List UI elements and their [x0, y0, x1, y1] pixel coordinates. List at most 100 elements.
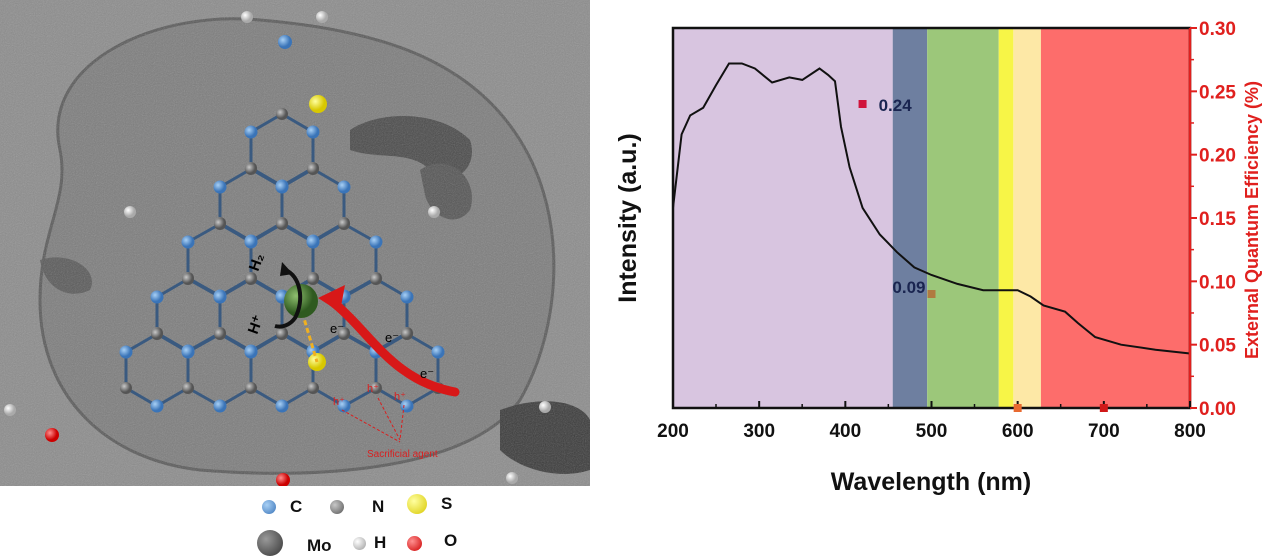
legend-label-h: H — [374, 533, 387, 552]
carbon-atom — [278, 35, 292, 49]
nitrogen-atom — [120, 382, 132, 394]
nitrogen-atom — [214, 328, 226, 340]
nitrogen-atom — [307, 273, 319, 285]
eqe-point — [1099, 404, 1108, 412]
y2-tick-label: 0.15 — [1199, 209, 1236, 230]
oxygen-atom — [45, 428, 59, 442]
nitrogen-atom — [307, 382, 319, 394]
hydrogen-atom — [124, 206, 136, 218]
nitrogen-atom — [276, 108, 288, 120]
carbon-atom — [213, 399, 227, 413]
carbon-atom — [337, 399, 351, 413]
y2-tick-label: 0.25 — [1199, 82, 1236, 103]
x-tick-label: 800 — [1174, 421, 1206, 442]
y2-tick-label: 0.30 — [1199, 19, 1236, 40]
y2-tick-label: 0.10 — [1199, 272, 1236, 293]
spectrum-band — [998, 28, 1014, 408]
x-tick-label: 700 — [1088, 421, 1120, 442]
carbon-atom — [119, 345, 133, 359]
hydrogen-atom — [506, 472, 518, 484]
nitrogen-atom — [338, 328, 350, 340]
legend-label-s: S — [441, 494, 453, 513]
spectrum-band — [892, 28, 928, 408]
nitrogen-atom — [245, 163, 257, 175]
hole-label: h⁺ — [394, 391, 406, 403]
spectrum-band — [673, 28, 893, 408]
carbon-atom — [306, 235, 320, 249]
eqe-chart: 200 300 400 500 600 700 800 0.00 0.05 0.10 0.15 0.… — [614, 19, 1262, 496]
electron-transfer-arrow-icon — [325, 295, 460, 397]
carbon-atom — [306, 125, 320, 139]
nitrogen-atom — [151, 328, 163, 340]
oxygen-atom — [276, 473, 290, 486]
legend-label-c: C — [290, 497, 303, 516]
y2-tick-label: 0.20 — [1199, 146, 1236, 167]
mo-site: H₂ H⁺ e⁻ e⁻ e⁻ h⁺ h⁺ h⁺ Sacrificial agen… — [245, 251, 460, 460]
y2-tick-label: 0.00 — [1199, 399, 1236, 420]
eqe-point — [927, 290, 936, 298]
carbon-atom — [181, 345, 195, 359]
hydrogen-atom — [539, 401, 551, 413]
hole-label: h⁺ — [333, 396, 345, 408]
carbon-atom — [244, 125, 258, 139]
hydrogen-atom — [4, 404, 16, 416]
molybdenum-legend-icon — [257, 530, 283, 556]
electron-label: e⁻ — [385, 330, 399, 345]
carbon-atom — [244, 345, 258, 359]
legend-label-mo: Mo — [307, 536, 332, 555]
x-axis-label: Wavelength (nm) — [831, 468, 1031, 496]
electron-label: e⁻ — [420, 366, 434, 381]
carbon-legend-icon — [262, 500, 276, 514]
y-axis-label: Intensity (a.u.) — [614, 133, 642, 302]
nitrogen-atom — [276, 328, 288, 340]
eqe-point — [1013, 404, 1022, 412]
hydrogen-atom — [428, 206, 440, 218]
nitrogen-atom — [307, 163, 319, 175]
carbon-atom — [369, 235, 383, 249]
y2-tick-label: 0.05 — [1199, 336, 1236, 357]
carbon-atom — [150, 290, 164, 304]
sacrificial-agent-label: Sacrificial agent — [367, 449, 438, 460]
legend-label-n: N — [372, 497, 385, 516]
x-tick-label: 600 — [1002, 421, 1034, 442]
hydrogen-legend-icon — [353, 536, 366, 550]
legend-label-o: O — [444, 530, 458, 550]
carbon-atom — [431, 345, 445, 359]
hole-label: h⁺ — [367, 383, 379, 395]
nitrogen-atom — [214, 218, 226, 230]
intensity-curve — [672, 62, 1191, 355]
nitrogen-atom — [276, 218, 288, 230]
eqe-data-label: 0.24 — [879, 96, 913, 115]
sulfur-atom — [309, 95, 327, 113]
nitrogen-atom — [370, 382, 382, 394]
nitrogen-atom — [370, 273, 382, 285]
tem-image-with-structure: H₂ H⁺ e⁻ e⁻ e⁻ h⁺ h⁺ h⁺ Sacrificial agen… — [0, 0, 590, 486]
x-tick-label: 200 — [657, 421, 689, 442]
carbon-atom — [181, 235, 195, 249]
carbon-atom — [213, 290, 227, 304]
hydrogen-atom — [241, 11, 253, 23]
carbon-atom — [275, 399, 289, 413]
electron-label: e⁻ — [330, 321, 344, 336]
x-tick-label: 500 — [916, 421, 948, 442]
hydrogen-atom — [316, 11, 328, 23]
spectrum-band — [1013, 28, 1041, 408]
nitrogen-atom — [245, 273, 257, 285]
carbon-atom — [213, 180, 227, 194]
carbon-atom — [400, 290, 414, 304]
h-plus-label: H⁺ — [245, 313, 267, 337]
eqe-data-label: 0.09 — [892, 278, 925, 297]
h2-label: H₂ — [246, 251, 268, 273]
nitrogen-atom — [245, 382, 257, 394]
spectrum-band — [927, 28, 999, 408]
carbon-atom — [400, 399, 414, 413]
spectrum-band — [1040, 28, 1190, 408]
sulfur-legend-icon — [407, 494, 427, 514]
carbon-atom — [244, 235, 258, 249]
eqe-point — [858, 100, 867, 108]
y2-axis-label: External Quantum Efficiency (%) — [1242, 81, 1262, 359]
nitrogen-legend-icon — [330, 500, 344, 514]
carbon-atom — [275, 180, 289, 194]
x-tick-label: 400 — [829, 421, 861, 442]
x-tick-label: 300 — [743, 421, 775, 442]
